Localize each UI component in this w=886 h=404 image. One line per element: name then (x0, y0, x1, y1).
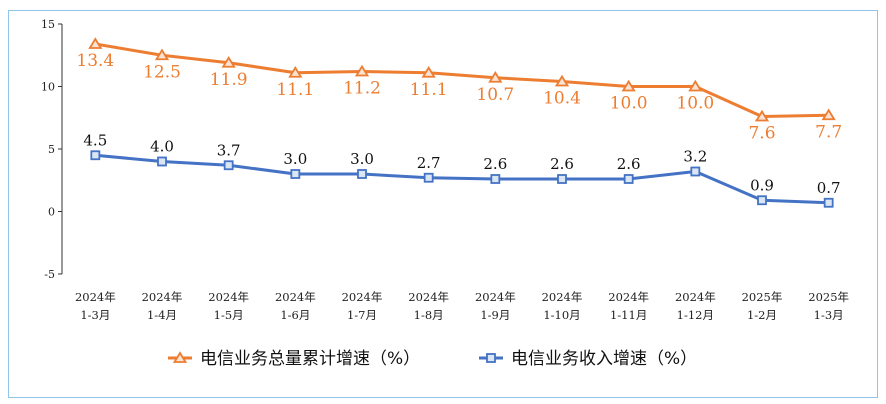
data-label: 10.0 (676, 94, 714, 114)
triangle-marker (288, 66, 303, 78)
data-label: 2.6 (550, 155, 574, 173)
x-tick-label: 2024年 (342, 290, 383, 304)
data-label: 10.7 (476, 85, 514, 105)
triangle-marker (688, 79, 703, 92)
data-label: 3.2 (683, 148, 707, 166)
triangle-marker (488, 71, 503, 83)
data-label: 11.9 (210, 70, 248, 90)
data-label: 13.4 (76, 51, 114, 71)
x-tick-label: 1-8月 (414, 308, 444, 322)
triangle-marker (421, 66, 436, 78)
x-tick-label: 2024年 (475, 290, 516, 304)
x-tick-label: 1-3月 (80, 308, 110, 322)
legend-label-2: 电信业务收入增速（%） (511, 349, 697, 369)
x-tick-label: 1-10月 (543, 308, 580, 322)
data-label: 0.7 (817, 179, 841, 197)
y-tick-label: -5 (44, 268, 55, 281)
x-tick-label: 1-3月 (814, 308, 844, 322)
series-markers (88, 37, 836, 208)
x-tick-label: 2025年 (808, 290, 849, 304)
y-tick-label: 0 (48, 206, 55, 219)
triangle-marker (554, 74, 570, 87)
x-tick-label: 1-6月 (280, 308, 310, 322)
data-labels: 13.4 12.5 11.9 11.1 11.2 11.1 10.7 10.4 10.0 10.0… (76, 51, 842, 197)
x-tick-label: 1-5月 (214, 308, 244, 322)
x-tick-label: 2024年 (608, 290, 649, 304)
x-tick-label: 1-11月 (610, 308, 647, 322)
square-marker (357, 169, 367, 179)
series-line-2 (95, 153, 829, 205)
y-tick-label: 15 (41, 18, 55, 31)
legend-label-1: 电信业务总量累计增速（%） (200, 349, 420, 369)
axis-layer: -5 0 5 10 15 2024年 1-3月 2024年 1-4月 2024年 1-5月 2024年… (41, 18, 849, 322)
square-marker (490, 174, 501, 184)
series-lines (95, 42, 829, 205)
triangle-marker (821, 108, 836, 121)
data-label: 3.7 (217, 141, 241, 159)
data-label: 3.0 (283, 150, 307, 168)
square-marker (290, 169, 301, 179)
square-marker (690, 166, 701, 177)
legend-triangle-icon (172, 351, 188, 363)
data-label: 2.7 (417, 154, 441, 172)
data-label: 12.5 (143, 62, 181, 82)
x-tick-label: 2024年 (542, 290, 583, 304)
square-marker (423, 172, 434, 183)
x-tick-label: 1-12月 (677, 308, 714, 322)
x-tick-label: 1-9月 (480, 308, 510, 322)
triangle-marker (754, 109, 770, 122)
x-tick-label: 1-4月 (147, 308, 177, 322)
data-label: 4.5 (83, 131, 107, 149)
x-tick-label: 1-2月 (747, 308, 777, 322)
x-tick-label: 2024年 (208, 290, 249, 304)
triangle-marker (354, 64, 370, 77)
data-label: 7.7 (815, 122, 842, 142)
x-tick-label: 2024年 (75, 290, 116, 304)
x-tick-label: 2024年 (275, 290, 316, 304)
triangle-marker (154, 48, 170, 61)
triangle-marker (88, 37, 103, 49)
data-label: 4.0 (150, 138, 174, 156)
data-label: 2.6 (483, 155, 507, 173)
data-label: 11.2 (343, 79, 381, 99)
triangle-marker (621, 79, 636, 92)
x-tick-label: 1-7月 (347, 308, 377, 322)
legend: 电信业务总量累计增速（%） 电信业务收入增速（%） (168, 349, 697, 369)
square-marker (557, 174, 567, 184)
x-tick-label: 2024年 (675, 290, 716, 304)
square-marker (223, 160, 234, 171)
square-marker (823, 197, 834, 208)
data-label: 10.4 (543, 89, 581, 109)
square-marker (757, 195, 767, 206)
x-tick-label: 2024年 (142, 290, 183, 304)
triangle-marker (221, 56, 236, 68)
data-label: 11.1 (276, 80, 314, 100)
data-label: 10.0 (610, 94, 648, 114)
square-marker (623, 174, 634, 184)
y-tick-label: 5 (48, 143, 55, 156)
data-label: 7.6 (748, 124, 775, 144)
x-tick-label: 2025年 (742, 290, 783, 304)
square-marker (157, 156, 167, 167)
data-label: 2.6 (617, 155, 641, 173)
x-tick-label: 2024年 (408, 290, 449, 304)
chart-frame (8, 10, 878, 398)
data-label: 11.1 (410, 80, 448, 100)
square-marker (90, 150, 101, 161)
y-tick-label: 10 (41, 81, 55, 94)
data-label: 3.0 (350, 150, 374, 168)
series-line-1 (95, 42, 829, 118)
data-label: 0.9 (750, 176, 774, 194)
legend-square-icon (486, 353, 496, 363)
